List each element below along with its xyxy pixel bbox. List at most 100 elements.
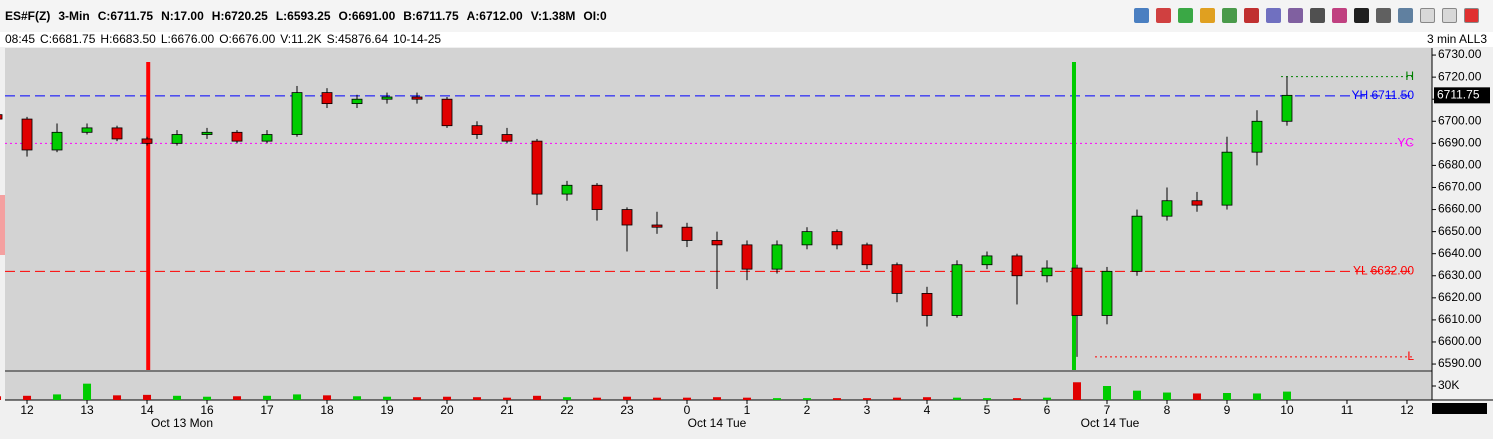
- y-tick-label: 6700.00: [1438, 113, 1482, 127]
- candle-body: [801, 231, 813, 246]
- reference-label: YL 6632.00: [1353, 264, 1414, 278]
- candle-body: [351, 98, 363, 105]
- candle-body: [411, 96, 423, 100]
- volume-bar: [862, 398, 871, 400]
- y-tick-label: 6620.00: [1438, 290, 1482, 304]
- quote-field: A:6712.00: [466, 9, 523, 23]
- volume-bar: [1162, 392, 1171, 400]
- volume-bar: [293, 394, 302, 400]
- volume-bar: [413, 397, 422, 400]
- maximize-button[interactable]: [1442, 8, 1457, 23]
- x-tick-label: 23: [620, 403, 634, 417]
- date-label: Oct 13 Mon: [151, 416, 213, 430]
- close-button[interactable]: [1464, 8, 1479, 23]
- tool-icon[interactable]: [1134, 8, 1149, 23]
- volume-bar: [533, 395, 542, 400]
- candle-body: [1101, 270, 1113, 316]
- candle-body: [111, 127, 123, 140]
- tool-icon[interactable]: [1156, 8, 1171, 23]
- candle-body: [0, 114, 3, 120]
- x-tick-label: 22: [560, 403, 574, 417]
- candle-body: [1071, 267, 1083, 316]
- x-tick-label: 6: [1044, 403, 1051, 417]
- candle-body: [861, 244, 873, 266]
- tool-icon[interactable]: [1266, 8, 1281, 23]
- volume-bar: [1222, 393, 1231, 400]
- candle-body: [621, 209, 633, 226]
- x-tick-label: 21: [500, 403, 514, 417]
- tool-icon[interactable]: [1288, 8, 1303, 23]
- candle-body: [171, 134, 183, 144]
- price-panel: [5, 48, 1432, 370]
- volume-bar: [683, 397, 692, 400]
- x-tick-label: 1: [744, 403, 751, 417]
- volume-bar: [832, 398, 841, 400]
- tool-icon[interactable]: [1222, 8, 1237, 23]
- volume-bar: [1102, 386, 1111, 400]
- y-tick-label: 6590.00: [1438, 356, 1482, 370]
- minimize-button[interactable]: [1420, 8, 1435, 23]
- volume-bar: [653, 397, 662, 400]
- volume-bar: [503, 397, 512, 400]
- reference-label: YH 6711.50: [1352, 88, 1415, 102]
- volume-bar: [383, 396, 392, 400]
- candle-body: [1221, 151, 1233, 206]
- tool-icon[interactable]: [1310, 8, 1325, 23]
- candle-body: [981, 255, 993, 266]
- tool-icon[interactable]: [1244, 8, 1259, 23]
- side-strip: [0, 195, 5, 255]
- candle-body: [951, 264, 963, 316]
- scroll-control[interactable]: [1432, 403, 1487, 414]
- tool-icon[interactable]: [1376, 8, 1391, 23]
- candle-body: [321, 92, 333, 105]
- x-tick-label: 17: [260, 403, 274, 417]
- last-price-box: [1434, 87, 1490, 104]
- y-tick-label: 6720.00: [1438, 69, 1482, 83]
- x-tick-label: 0: [684, 403, 691, 417]
- candle-body: [1041, 267, 1053, 277]
- tool-icon[interactable]: [1398, 8, 1413, 23]
- tool-icon[interactable]: [1178, 8, 1193, 23]
- volume-bar: [1192, 393, 1201, 400]
- volume-bar: [143, 394, 152, 400]
- title-bar: ES#F(Z) 3-Min C:6711.75 N:17.00 H:6720.25 L:6…: [0, 0, 1493, 33]
- x-tick-label: 12: [1400, 403, 1414, 417]
- x-tick-label: 11: [1341, 403, 1354, 417]
- volume-bar: [1132, 390, 1141, 400]
- candle-body: [141, 138, 153, 144]
- volume-bar: [1012, 398, 1021, 400]
- quote-field: OI:0: [583, 9, 607, 23]
- y-tick-label: 6640.00: [1438, 246, 1482, 260]
- y-tick-label: 6730.00: [1438, 47, 1482, 61]
- volume-tick-label: 30K: [1438, 378, 1459, 392]
- quote-field: 3-Min: [58, 9, 90, 23]
- x-tick-label: 5: [984, 403, 991, 417]
- quote-field: B:6711.75: [403, 9, 459, 23]
- tool-icon[interactable]: [1354, 8, 1369, 23]
- candle-body: [51, 131, 63, 151]
- candle-body: [921, 293, 933, 316]
- x-tick-label: 19: [380, 403, 394, 417]
- tool-icon[interactable]: [1200, 8, 1215, 23]
- candle-body: [591, 184, 603, 210]
- candle-body: [891, 264, 903, 294]
- quote-field: L:6593.25: [275, 9, 331, 23]
- volume-bar: [772, 398, 781, 400]
- quote-field: H:6720.25: [211, 9, 268, 23]
- volume-bar: [713, 397, 722, 400]
- candle-body: [381, 96, 393, 100]
- x-tick-label: 8: [1164, 403, 1171, 417]
- candle-body: [651, 224, 663, 228]
- candle-body: [1251, 120, 1263, 153]
- quote-field: C:6711.75: [97, 9, 154, 23]
- quote-fields: ES#F(Z) 3-Min C:6711.75 N:17.00 H:6720.25 L:6…: [5, 9, 607, 23]
- quote-field: V:1.38M: [530, 9, 576, 23]
- quote-field: ES#F(Z): [5, 9, 51, 23]
- tool-icon[interactable]: [1332, 8, 1347, 23]
- volume-bar: [1282, 391, 1291, 400]
- last-price-label: 6711.75: [1437, 88, 1480, 102]
- quote-field: O:6691.00: [338, 9, 396, 23]
- volume-panel: [5, 372, 1432, 400]
- volume-bar: [922, 397, 931, 400]
- volume-bar: [1252, 393, 1261, 400]
